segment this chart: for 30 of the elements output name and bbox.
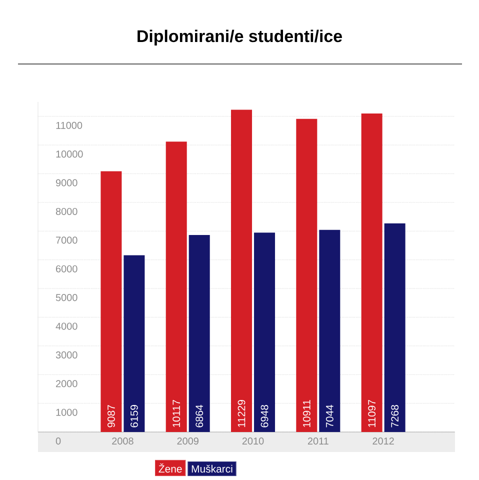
y-tick-label: 11000	[56, 122, 82, 129]
data-label: 11229	[238, 400, 246, 427]
data-label: 10911	[302, 400, 310, 427]
x-tick-label: 2010	[242, 438, 264, 445]
legend-label: Žene	[158, 463, 182, 473]
legend-label: Muškarci	[192, 464, 232, 473]
data-label: 9087	[108, 405, 115, 428]
y-tick-label: 0	[56, 438, 61, 445]
y-tick-label: 6000	[56, 265, 78, 272]
data-label: 7044	[326, 404, 334, 428]
data-label: 6159	[130, 405, 138, 428]
y-tick-label: 5000	[56, 294, 78, 302]
y-tick-label: 10000	[56, 150, 83, 158]
x-tick-label: 2009	[177, 438, 198, 445]
y-tick-label: 9000	[56, 179, 78, 186]
data-label: 10117	[172, 400, 180, 427]
y-tick-label: 3000	[56, 351, 78, 358]
data-label: 11097	[368, 400, 376, 427]
chart-title: Diplomirani/e studenti/ice	[138, 30, 342, 46]
data-label: 6864	[196, 404, 204, 428]
x-tick-label: 2011	[308, 438, 328, 445]
x-tick-label: 2008	[112, 438, 134, 445]
y-tick-label: 4000	[56, 322, 78, 330]
data-label: 6948	[260, 404, 268, 428]
y-tick-label: 2000	[56, 380, 78, 388]
y-tick-label: 1000	[56, 408, 78, 416]
x-tick-label: 2012	[372, 438, 394, 445]
data-label: 7268	[391, 404, 399, 428]
y-tick-label: 7000	[56, 236, 78, 244]
y-tick-label: 8000	[56, 208, 78, 215]
